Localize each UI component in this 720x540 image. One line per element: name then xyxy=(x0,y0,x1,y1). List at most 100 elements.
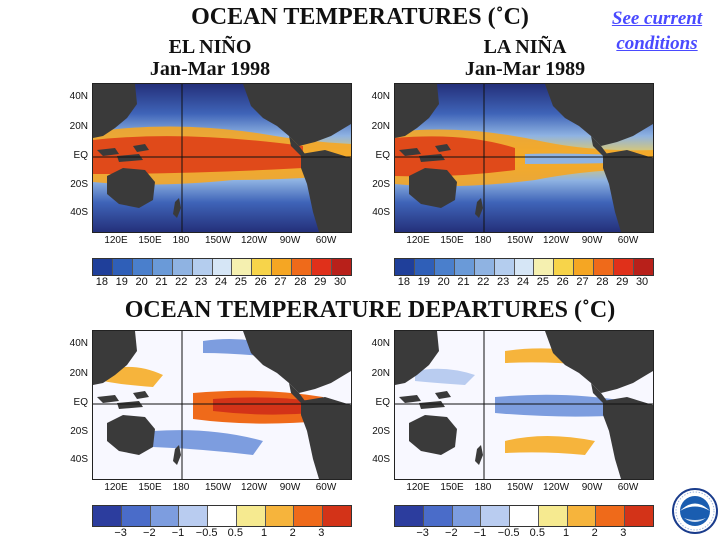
longitude-label: 150W xyxy=(204,482,232,493)
colorbar-swatch xyxy=(152,259,173,275)
new-zealand-shape xyxy=(475,198,483,218)
colorbar-label: 23 xyxy=(195,276,208,288)
colorbar-label: 0.5 xyxy=(227,527,243,539)
land-masses xyxy=(93,331,351,479)
longitude-label: 60W xyxy=(315,235,337,246)
longitude-label: 180 xyxy=(172,482,190,493)
south-america-shape xyxy=(301,397,351,479)
colorbar-label: 30 xyxy=(635,276,649,288)
colorbar-label: 22 xyxy=(175,276,188,288)
colorbar-label: 27 xyxy=(274,276,287,288)
colorbar-label: 24 xyxy=(214,276,228,288)
longitude-label: 150W xyxy=(204,235,232,246)
longitude-label: 120W xyxy=(542,235,570,246)
australia-shape xyxy=(409,415,457,455)
south-america-shape xyxy=(603,150,653,232)
longitude-label: 90W xyxy=(581,482,603,493)
colorbar-swatch xyxy=(423,506,453,526)
longitude-label: 150E xyxy=(440,235,464,246)
colorbar-label: 28 xyxy=(294,276,307,288)
latitude-label: EQ xyxy=(73,397,88,408)
australia-shape xyxy=(107,168,155,208)
longitude-label: 120W xyxy=(240,482,268,493)
colorbar-swatch xyxy=(454,259,475,275)
colorbar-label: 19 xyxy=(115,276,128,288)
colorbar-label: −3 xyxy=(114,527,127,539)
colorbar-label: 25 xyxy=(536,276,549,288)
latitude-label: 20S xyxy=(70,179,88,190)
colorbar-label: 18 xyxy=(397,276,411,288)
latitude-label: 20S xyxy=(372,426,390,437)
colorbar-swatch xyxy=(93,506,122,526)
latitude-label: 20S xyxy=(372,179,390,190)
latitude-label: 40N xyxy=(69,91,88,102)
latitude-label: EQ xyxy=(375,397,390,408)
north-america-shape xyxy=(545,84,653,146)
longitude-label: 180 xyxy=(172,235,190,246)
latitude-label: 40N xyxy=(371,91,390,102)
colorbar-swatch xyxy=(614,259,635,275)
colorbar-swatch xyxy=(212,259,233,275)
asia-shape xyxy=(395,331,439,385)
land-masses xyxy=(93,84,351,232)
colorbar-swatch xyxy=(395,506,424,526)
colorbar-label: 26 xyxy=(254,276,267,288)
colorbar-swatch xyxy=(434,259,455,275)
colorbar-swatch xyxy=(121,506,151,526)
colorbar-label: 19 xyxy=(417,276,430,288)
colorbar-label: 27 xyxy=(576,276,589,288)
colorbar-label: 1 xyxy=(562,527,570,539)
north-america-shape xyxy=(545,331,653,393)
el-nino-departure-map xyxy=(92,330,352,480)
colorbar-swatch xyxy=(150,506,180,526)
colorbar-swatch xyxy=(538,506,568,526)
colorbar-label: 23 xyxy=(497,276,510,288)
latitude-label: 40N xyxy=(371,338,390,349)
colorbar-swatch xyxy=(395,259,415,275)
south-america-shape xyxy=(603,397,653,479)
central-america-shape xyxy=(591,136,607,156)
latitude-label: 20N xyxy=(69,368,88,379)
land-masses xyxy=(395,84,653,232)
colorbar-label: 28 xyxy=(596,276,609,288)
colorbar-swatch xyxy=(534,259,555,275)
colorbar-swatch xyxy=(510,506,539,526)
colorbar-label: −2 xyxy=(445,527,458,539)
colorbar-label: 26 xyxy=(556,276,569,288)
longitude-label: 90W xyxy=(279,235,301,246)
la-nina-departure-map xyxy=(394,330,654,480)
colorbar-label: 21 xyxy=(155,276,168,288)
la-nina-name: LA NIÑA xyxy=(483,36,567,58)
central-america-shape xyxy=(289,136,305,156)
noaa-logo-icon[interactable] xyxy=(672,488,718,534)
longitude-label: 120E xyxy=(406,235,430,246)
longitude-label: 60W xyxy=(617,482,639,493)
longitude-label: 150W xyxy=(506,482,534,493)
longitude-label: 180 xyxy=(474,482,492,493)
colorbar-label: −0.5 xyxy=(195,527,218,539)
longitude-label: 150W xyxy=(506,235,534,246)
colorbar-swatch xyxy=(292,259,313,275)
la-nina-heading: LA NIÑA Jan-Mar 1989 xyxy=(425,36,625,80)
colorbar-swatch xyxy=(312,259,333,275)
cold-anomaly-west xyxy=(415,368,475,385)
colorbar-label: 20 xyxy=(437,276,450,288)
colorbar-label: 3 xyxy=(620,527,627,539)
longitude-label: 120W xyxy=(240,235,268,246)
colorbar-label: 1 xyxy=(260,527,268,539)
colorbar-label: 22 xyxy=(477,276,490,288)
longitude-label: 120W xyxy=(542,482,570,493)
colorbar-swatch xyxy=(452,506,482,526)
central-america-shape xyxy=(591,383,607,403)
el-nino-period: Jan-Mar 1998 xyxy=(149,58,271,80)
land-masses xyxy=(395,331,653,479)
see-current-conditions-link[interactable]: See current conditions xyxy=(592,6,720,56)
longitude-label: 60W xyxy=(617,235,639,246)
latitude-label: 20S xyxy=(70,426,88,437)
colorbar-label: 21 xyxy=(457,276,470,288)
colorbar-label: −3 xyxy=(416,527,429,539)
temperature-colorbar-la-nina xyxy=(394,258,654,276)
colorbar-label: −1 xyxy=(171,527,185,539)
warm-core xyxy=(395,136,515,177)
colorbar-label: 30 xyxy=(333,276,347,288)
